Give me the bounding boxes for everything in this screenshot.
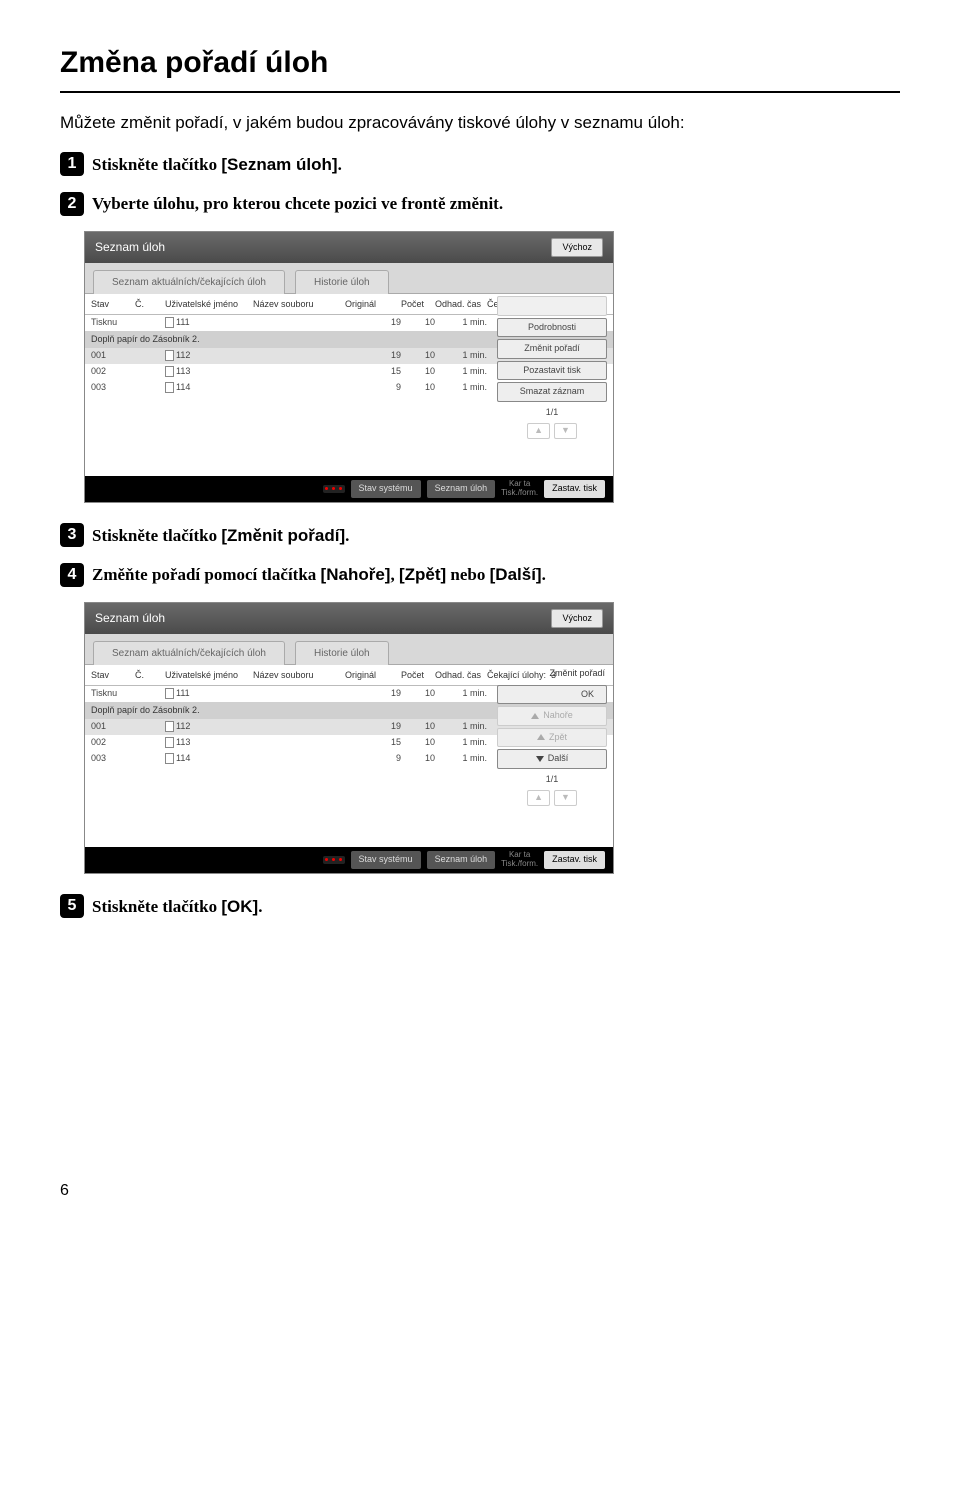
- ok-button[interactable]: OK: [497, 685, 607, 705]
- file-icon: [165, 382, 174, 393]
- step-badge-4: 4: [60, 563, 84, 587]
- step-3: 3 Stiskněte tlačítko [Změnit pořadí].: [60, 523, 900, 549]
- panel-footer: Stav systému Seznam úloh Kar taTisk./for…: [85, 847, 613, 873]
- pause-print-button[interactable]: Pozastavit tisk: [497, 361, 607, 381]
- file-icon: [165, 350, 174, 361]
- top-button[interactable]: Nahoře: [497, 706, 607, 726]
- step-1-label: [Seznam úloh]: [221, 155, 337, 174]
- pager: 1/1: [497, 773, 607, 787]
- step-badge-1: 1: [60, 152, 84, 176]
- panel-tabs: Seznam aktuálních/čekajících úloh Histor…: [85, 634, 613, 665]
- job-list-button[interactable]: Seznam úloh: [427, 480, 496, 498]
- step-3-post: .: [345, 526, 349, 545]
- step-4-l1: [Nahoře]: [321, 565, 391, 584]
- step-3-pre: Stiskněte tlačítko: [92, 526, 221, 545]
- step-4-l3: [Další]: [490, 565, 542, 584]
- file-icon: [165, 366, 174, 377]
- step-1: 1 Stiskněte tlačítko [Seznam úloh].: [60, 152, 900, 178]
- details-button[interactable]: [497, 296, 607, 316]
- tab-current[interactable]: Seznam aktuálních/čekajících úloh: [93, 641, 285, 665]
- page-number: 6: [60, 1179, 900, 1203]
- pager: 1/1: [497, 406, 607, 420]
- page-down-button[interactable]: ▼: [554, 790, 577, 806]
- step-1-post: .: [338, 155, 342, 174]
- step-4: 4 Změňte pořadí pomocí tlačítka [Nahoře]…: [60, 562, 900, 588]
- col-user: Uživatelské jméno: [165, 298, 253, 312]
- col-orig: Originál: [345, 298, 401, 312]
- step-5-post: .: [258, 897, 262, 916]
- change-order-button[interactable]: Změnit pořadí: [497, 339, 607, 359]
- file-icon: [165, 317, 174, 328]
- file-icon: [165, 737, 174, 748]
- step-4-pre: Změňte pořadí pomocí tlačítka: [92, 565, 321, 584]
- step-badge-3: 3: [60, 523, 84, 547]
- back-button[interactable]: Zpět: [497, 728, 607, 748]
- step-5-pre: Stiskněte tlačítko: [92, 897, 221, 916]
- panel-title: Seznam úloh: [95, 238, 165, 256]
- exit-button[interactable]: Výchoz: [551, 238, 603, 258]
- step-2-text: Vyberte úlohu, pro kterou chcete pozici …: [92, 191, 503, 217]
- step-1-pre: Stiskněte tlačítko: [92, 155, 221, 174]
- reorder-label: Změnit pořadí: [497, 667, 607, 683]
- intro-text: Můžete změnit pořadí, v jakém budou zpra…: [60, 110, 900, 136]
- step-5: 5 Stiskněte tlačítko [OK].: [60, 894, 900, 920]
- next-button[interactable]: Další: [497, 749, 607, 769]
- status-led-icon: [323, 856, 345, 864]
- page-up-button[interactable]: ▲: [527, 423, 550, 439]
- step-4-post: .: [542, 565, 546, 584]
- tab-history[interactable]: Historie úloh: [295, 641, 389, 665]
- tab-history[interactable]: Historie úloh: [295, 270, 389, 294]
- col-time: Odhad. čas: [435, 298, 487, 312]
- panel-body: Stav Č. Uživatelské jméno Název souboru …: [85, 294, 613, 476]
- side-buttons: Podrobnosti Změnit pořadí Pozastavit tis…: [497, 296, 607, 439]
- page-down-button[interactable]: ▼: [554, 423, 577, 439]
- screenshot-1: Seznam úloh Výchoz Seznam aktuálních/ček…: [84, 231, 614, 503]
- status-led-icon: [323, 485, 345, 493]
- file-icon: [165, 753, 174, 764]
- screenshot-2: Seznam úloh Výchoz Seznam aktuálních/ček…: [84, 602, 614, 874]
- panel-body: Stav Č. Uživatelské jméno Název souboru …: [85, 665, 613, 847]
- footer-text: Kar taTisk./form.: [501, 851, 538, 869]
- panel-header: Seznam úloh Výchoz: [85, 603, 613, 635]
- col-file: Název souboru: [253, 298, 345, 312]
- details-button[interactable]: Podrobnosti: [497, 318, 607, 338]
- delete-record-button[interactable]: Smazat záznam: [497, 382, 607, 402]
- exit-button[interactable]: Výchoz: [551, 609, 603, 629]
- reorder-side-panel: Změnit pořadí OK Nahoře Zpět Další 1/1 ▲…: [497, 667, 607, 806]
- panel-title: Seznam úloh: [95, 609, 165, 627]
- step-2: 2 Vyberte úlohu, pro kterou chcete pozic…: [60, 191, 900, 217]
- footer-text: Kar taTisk./form.: [501, 480, 538, 498]
- panel-footer: Stav systému Seznam úloh Kar taTisk./for…: [85, 476, 613, 502]
- page-up-button[interactable]: ▲: [527, 790, 550, 806]
- system-status-button[interactable]: Stav systému: [351, 480, 421, 498]
- stop-print-button[interactable]: Zastav. tisk: [544, 480, 605, 498]
- step-3-label: [Změnit pořadí]: [221, 526, 345, 545]
- col-state: Stav: [91, 298, 135, 312]
- file-icon: [165, 688, 174, 699]
- col-num: Č.: [135, 298, 165, 312]
- panel-tabs: Seznam aktuálních/čekajících úloh Histor…: [85, 263, 613, 294]
- tab-current[interactable]: Seznam aktuálních/čekajících úloh: [93, 270, 285, 294]
- system-status-button[interactable]: Stav systému: [351, 851, 421, 869]
- page-title: Změna pořadí úloh: [60, 40, 900, 93]
- panel-header: Seznam úloh Výchoz: [85, 232, 613, 264]
- step-badge-5: 5: [60, 894, 84, 918]
- stop-print-button[interactable]: Zastav. tisk: [544, 851, 605, 869]
- job-list-button[interactable]: Seznam úloh: [427, 851, 496, 869]
- col-count: Počet: [401, 298, 435, 312]
- step-badge-2: 2: [60, 192, 84, 216]
- step-5-label: [OK]: [221, 897, 258, 916]
- file-icon: [165, 721, 174, 732]
- step-4-l2: [Zpět]: [399, 565, 446, 584]
